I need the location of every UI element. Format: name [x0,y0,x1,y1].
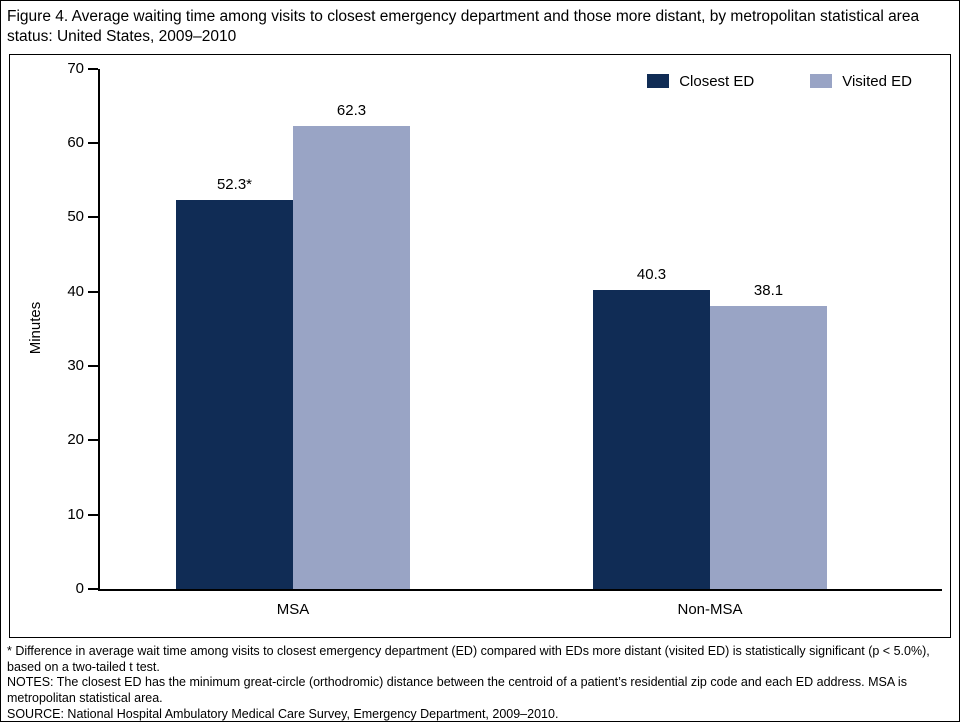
chart-plot-box: Minutes Closest ED Visited ED 0 10 20 30 40 50… [9,53,951,638]
y-axis-line [98,68,100,589]
y-tick-mark [88,142,98,145]
y-tick-mark [88,67,98,70]
y-tick-label: 30 [67,357,84,375]
y-tick-mark [88,587,98,590]
legend-item: Visited ED [810,73,912,90]
legend-swatch [810,74,833,89]
y-tick-label: 60 [67,134,84,152]
y-tick-label: 40 [67,282,84,300]
y-tick-label: 20 [67,431,84,449]
bar-visited-ed-non-msa [710,305,827,589]
y-tick-mark [88,513,98,516]
bar-value-label: 52.3* [216,176,253,194]
y-tick-mark [88,216,98,219]
y-axis-label: Minutes [27,301,44,355]
y-tick-label: 50 [67,208,84,226]
bar-value-label: 38.1 [753,281,784,299]
y-tick-label: 10 [67,505,84,523]
legend-label: Closest ED [679,72,755,90]
legend-label: Visited ED [842,72,912,90]
footnote-line: * Difference in average wait time among … [7,643,930,674]
x-category-label: MSA [276,600,310,618]
y-tick-mark [88,365,98,368]
legend: Closest ED Visited ED [647,73,912,90]
footnote-line: NOTES: The closest ED has the minimum gr… [7,675,907,706]
bar-value-label: 62.3 [336,102,367,120]
bar-visited-ed-msa [293,126,410,589]
figure-title: Figure 4. Average waiting time among vis… [7,8,920,46]
legend-swatch [647,74,670,89]
bar-closest-ed-non-msa [593,289,710,589]
x-category-label: Non-MSA [677,600,743,618]
footnotes: * Difference in average wait time among … [1,638,959,727]
x-axis-line [98,588,942,591]
bar-closest-ed-msa [176,200,293,589]
bar-value-label: 40.3 [636,265,667,283]
y-tick-label: 70 [67,59,84,77]
y-tick-mark [88,439,98,442]
y-tick-mark [88,290,98,293]
legend-item: Closest ED [647,73,754,90]
y-tick-label: 0 [75,579,84,597]
footnote-line: SOURCE: National Hospital Ambulatory Med… [7,706,559,721]
